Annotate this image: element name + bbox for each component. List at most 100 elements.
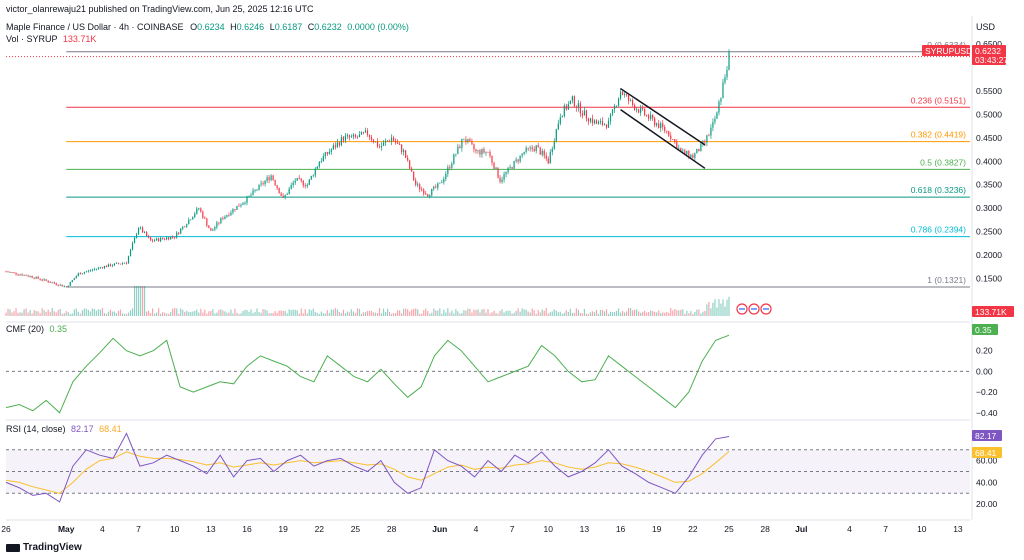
- volume-bar: [611, 312, 614, 316]
- volume-bar: [583, 308, 585, 316]
- volume-bar: [294, 309, 296, 316]
- candle-body: [483, 149, 485, 153]
- volume-bar: [202, 312, 204, 316]
- candle-body: [53, 282, 55, 284]
- volume-bar: [471, 312, 473, 316]
- candle-body: [97, 267, 99, 269]
- volume-bar: [176, 308, 178, 316]
- candle-body: [172, 236, 174, 238]
- volume-bar: [139, 286, 142, 316]
- candle-body: [282, 195, 284, 198]
- publisher-line: victor_olanrewaju21 published on Trading…: [6, 4, 314, 14]
- volume-bar: [716, 307, 718, 316]
- candle-body: [497, 167, 499, 178]
- candle-body: [81, 273, 83, 275]
- volume-bar: [55, 312, 57, 316]
- symbol-title[interactable]: Maple Finance / US Dollar · 4h · COINBAS…: [6, 22, 184, 32]
- volume-bar: [192, 311, 194, 316]
- volume-bar: [338, 311, 340, 316]
- candle-body: [372, 139, 375, 143]
- cmf-label[interactable]: CMF (20): [6, 324, 44, 334]
- candle-body: [152, 240, 154, 242]
- candle-body: [575, 106, 577, 108]
- rsi-label[interactable]: RSI (14, close): [6, 424, 66, 434]
- candle-body: [674, 139, 676, 142]
- volume-bar: [334, 308, 336, 316]
- volume-bar: [682, 309, 684, 316]
- candle-body: [421, 189, 423, 191]
- volume-bar: [133, 286, 136, 316]
- candle-body: [232, 209, 234, 213]
- tradingview-logo[interactable]: TradingView: [6, 542, 82, 553]
- volume-bar: [286, 313, 288, 316]
- candle-body: [405, 150, 407, 158]
- candle-body: [401, 144, 403, 153]
- candle-body: [47, 280, 49, 283]
- time-tick-label: 7: [136, 524, 141, 534]
- candle-body: [451, 163, 453, 168]
- volume-bar: [615, 310, 618, 316]
- volume-bar: [218, 309, 220, 316]
- volume-bar: [95, 310, 97, 316]
- candle-body: [636, 109, 638, 111]
- volume-bar: [111, 311, 114, 316]
- candle-body: [455, 154, 457, 155]
- volume-bar: [726, 299, 728, 316]
- volume-bar: [45, 311, 47, 316]
- volume-bar: [276, 312, 278, 316]
- time-axis[interactable]: 26 May 4 7 10 13 16 19 22 25 28 Jun 4 7 10 13 16 19 22 25 28…: [1, 524, 963, 534]
- time-tick-label: Jul: [795, 524, 807, 534]
- volume-bar: [535, 313, 537, 316]
- time-tick-label: 7: [510, 524, 515, 534]
- price-axis[interactable]: 0.1500 0.2000 0.2500 0.3000 0.3500 0.4000 0.45…: [976, 39, 1002, 509]
- volume-bar: [664, 312, 666, 316]
- volume-bars: [5, 286, 772, 316]
- candle-body: [180, 228, 182, 234]
- candle-body: [360, 131, 363, 135]
- candle-body: [123, 262, 126, 264]
- volume-bar: [190, 312, 192, 316]
- volume-bar: [391, 313, 393, 316]
- time-tick-label: 22: [688, 524, 698, 534]
- candle-body: [503, 174, 505, 180]
- cmf-badge-bg: [972, 324, 998, 335]
- candle-body: [517, 159, 519, 162]
- volume-bar: [288, 309, 290, 316]
- volume-bar: [599, 309, 602, 316]
- volume-label[interactable]: Vol · SYRUP: [6, 34, 58, 44]
- volume-bar: [382, 308, 385, 316]
- volume-bar: [57, 309, 59, 316]
- candle-body: [11, 272, 13, 273]
- candle-body: [676, 141, 678, 149]
- candle-body: [391, 137, 393, 142]
- volume-bar: [11, 312, 13, 316]
- candle-body: [549, 152, 551, 164]
- volume-bar: [292, 309, 294, 316]
- volume-bar: [507, 310, 509, 316]
- fib-level-label: 0 (0.6334): [927, 40, 966, 50]
- volume-bar: [69, 313, 71, 316]
- volume-bar: [322, 313, 324, 316]
- volume-bar: [595, 309, 598, 316]
- candle-body: [156, 238, 158, 241]
- candle-body: [272, 175, 274, 181]
- candle-body: [260, 183, 262, 185]
- volume-bar: [519, 311, 521, 316]
- volume-bar: [531, 308, 533, 316]
- candle-body: [23, 274, 25, 276]
- descending-channel[interactable]: [620, 87, 706, 169]
- candle-body: [557, 123, 559, 130]
- volume-bar: [278, 310, 280, 316]
- volume-bar: [491, 312, 493, 316]
- candle-body: [270, 175, 272, 181]
- candle-body: [690, 154, 692, 158]
- currency-label[interactable]: USD: [976, 22, 996, 32]
- volume-bar: [666, 311, 668, 316]
- volume-bar: [573, 312, 575, 316]
- fib-retracement[interactable]: 0 (0.6334) 0.236 (0.5151) 0.382 (0.4419) 0.…: [6, 40, 970, 288]
- volume-bar: [270, 313, 272, 316]
- candle-body: [326, 152, 328, 155]
- candle-body: [290, 185, 292, 189]
- volume-bar: [117, 310, 120, 316]
